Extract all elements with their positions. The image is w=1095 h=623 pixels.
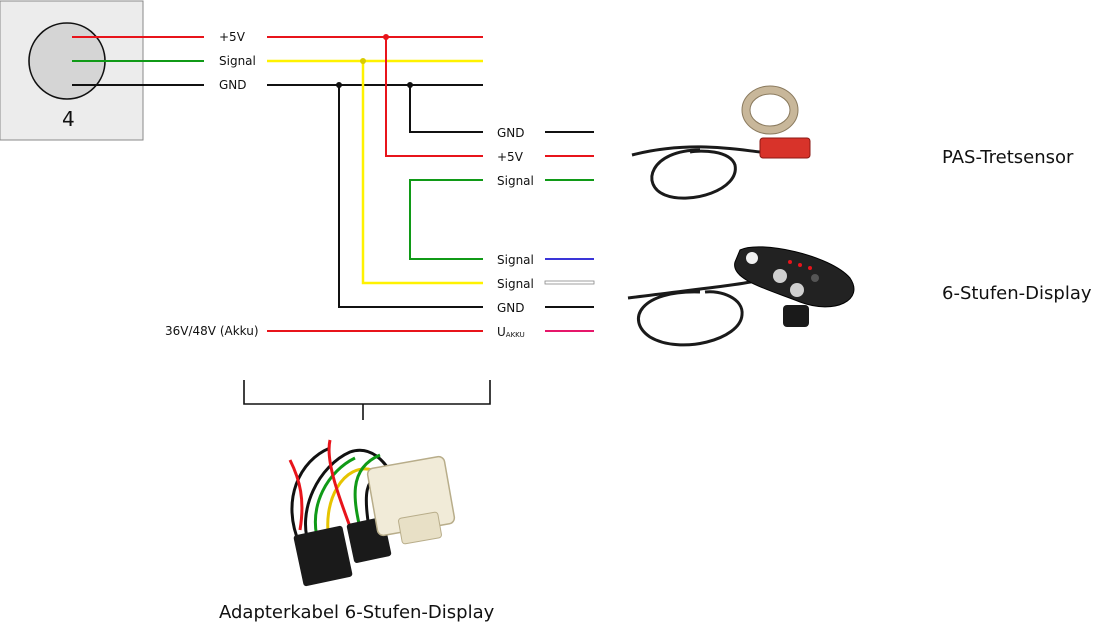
junction-gnd-display (336, 82, 342, 88)
wire-signal-loop (409, 179, 483, 260)
label-battery: 36V/48V (Akku) (165, 324, 259, 338)
label-gnd-pas: GND (497, 126, 525, 140)
junction-signal (360, 58, 366, 64)
wire-signal-to-display (361, 61, 483, 285)
stub-signal-white (544, 280, 595, 285)
wire-gnd-to-display (338, 85, 483, 308)
label-signal-blue: Signal (497, 253, 534, 267)
junction-plus5v (383, 34, 389, 40)
label-signal-top: Signal (219, 54, 256, 68)
wire-plus5v-to-pas (385, 37, 483, 157)
label-uakku: UAKKU (497, 325, 525, 339)
pas-sensor-image (631, 85, 811, 200)
connector-box: 4 (0, 0, 204, 141)
label-display: 6-Stufen-Display (942, 283, 1092, 304)
junction-gnd-pas (407, 82, 413, 88)
label-signal-pas: Signal (497, 174, 534, 188)
label-plus5v-top: +5V (219, 30, 246, 44)
adapter-caption: Adapterkabel 6-Stufen-Display (219, 602, 495, 623)
connector-pin-number: 4 (62, 107, 75, 131)
label-gnd-display: GND (497, 301, 525, 315)
adapter-bracket (243, 380, 491, 420)
wire-gnd-to-pas (409, 85, 483, 133)
adapter-cable-image (288, 439, 456, 587)
label-signal-white: Signal (497, 277, 534, 291)
display-image (627, 246, 855, 347)
label-gnd-top: GND (219, 78, 247, 92)
label-plus5v-pas: +5V (497, 150, 524, 164)
label-pas-sensor: PAS-Tretsensor (942, 147, 1074, 168)
